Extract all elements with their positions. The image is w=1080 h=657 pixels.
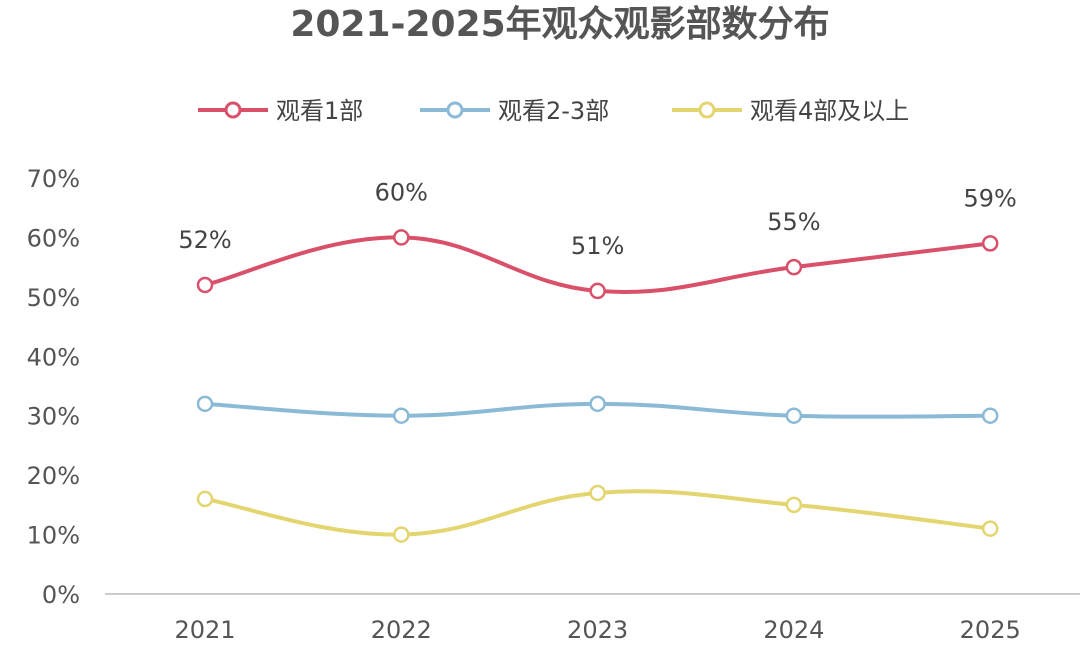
y-tick-label: 10% <box>27 522 80 550</box>
y-tick-label: 50% <box>27 284 80 312</box>
data-point[interactable] <box>393 229 410 246</box>
legend-marker-icon <box>224 101 242 119</box>
y-tick-label: 40% <box>27 343 80 371</box>
legend-label: 观看1部 <box>276 97 363 125</box>
y-tick-label: 30% <box>27 403 80 431</box>
data-point[interactable] <box>981 235 999 252</box>
x-tick-label: 2023 <box>567 616 628 644</box>
data-point[interactable] <box>196 276 214 294</box>
x-tick-label: 2025 <box>960 616 1021 644</box>
data-point[interactable] <box>785 407 803 424</box>
data-label: 52% <box>178 226 231 254</box>
y-tick-label: 20% <box>27 462 80 490</box>
data-point[interactable] <box>589 282 606 300</box>
data-point[interactable] <box>981 520 999 537</box>
x-tick-label: 2024 <box>763 616 824 644</box>
legend-marker-icon <box>446 101 464 119</box>
legend-item[interactable]: 观看1部 <box>198 97 363 125</box>
x-tick-label: 2022 <box>371 616 432 644</box>
data-point[interactable] <box>785 258 803 276</box>
data-label: 59% <box>964 184 1017 212</box>
legend-item[interactable]: 观看4部及以上 <box>672 97 909 125</box>
data-point[interactable] <box>981 407 999 424</box>
data-point[interactable] <box>785 496 803 514</box>
chart-title: 2021-2025年观众观影部数分布 <box>290 4 829 45</box>
data-point[interactable] <box>393 526 410 543</box>
data-label: 51% <box>571 232 624 260</box>
y-tick-label: 70% <box>27 165 80 193</box>
x-tick-label: 2021 <box>174 616 235 644</box>
data-point[interactable] <box>196 395 214 413</box>
legend-label: 观看2-3部 <box>498 97 609 125</box>
legend-marker-icon <box>698 101 716 119</box>
legend-item[interactable]: 观看2-3部 <box>420 97 609 125</box>
data-point[interactable] <box>393 407 410 424</box>
y-tick-label: 60% <box>27 224 80 252</box>
legend: 观看1部 观看2-3部 观看4部及以上 <box>198 97 909 125</box>
y-tick-label: 0% <box>42 581 80 609</box>
data-point[interactable] <box>589 395 606 413</box>
data-label: 55% <box>767 208 820 236</box>
data-point[interactable] <box>196 490 214 508</box>
data-label: 60% <box>375 178 428 206</box>
legend-label: 观看4部及以上 <box>750 97 909 125</box>
data-point[interactable] <box>589 484 606 502</box>
